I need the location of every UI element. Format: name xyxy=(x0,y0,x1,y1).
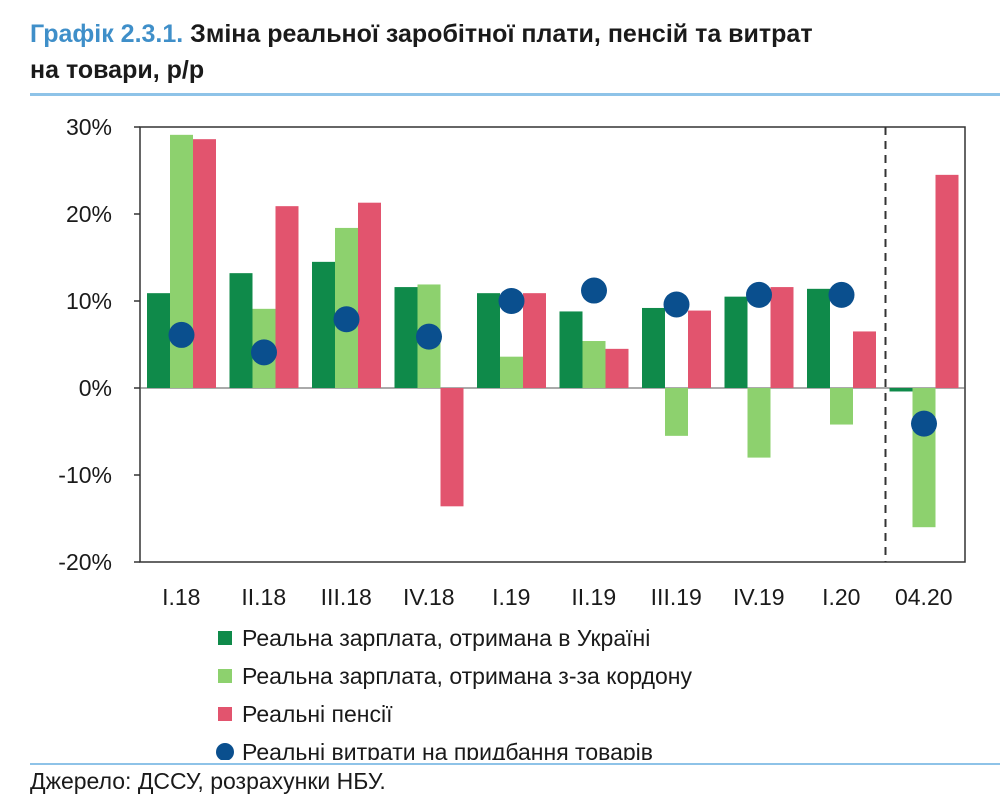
bar xyxy=(724,296,748,388)
dot-point xyxy=(251,339,277,366)
footer-divider xyxy=(30,763,1000,765)
title-line-1: Графік 2.3.1. Зміна реальної заробітної … xyxy=(30,16,990,52)
bar xyxy=(358,202,381,388)
legend-swatch xyxy=(218,631,232,645)
bar xyxy=(523,293,546,388)
bar xyxy=(605,348,629,388)
dot-point xyxy=(416,323,442,350)
x-tick-label: I.18 xyxy=(162,584,200,610)
bar xyxy=(830,388,853,425)
dot-point xyxy=(746,281,772,308)
bar-chart: 30% 20% 10% 0% -10% -20% I.18 II.18 III.18 IV.18 I… xyxy=(58,114,966,760)
dot-point xyxy=(911,410,937,437)
x-tick-label: I.19 xyxy=(492,584,530,610)
bar xyxy=(500,356,523,388)
title-line-2: на товари, р/р xyxy=(30,56,205,84)
bar xyxy=(582,341,606,388)
y-tick-label: 30% xyxy=(66,114,112,140)
bar xyxy=(889,388,913,392)
title-divider xyxy=(30,93,1000,96)
bar xyxy=(440,388,464,507)
bar xyxy=(275,206,299,388)
bar xyxy=(312,261,335,388)
dot-point xyxy=(333,306,360,333)
legend-marker xyxy=(216,743,234,760)
x-tick-label: IV.19 xyxy=(733,584,785,610)
dot-point xyxy=(581,277,607,304)
bar xyxy=(559,311,583,388)
y-tick-label: 0% xyxy=(79,375,112,401)
legend-label: Реальна зарплата, отримана з-за кордону xyxy=(242,663,693,689)
x-tick-label: II.18 xyxy=(241,584,286,610)
y-tick-label: 10% xyxy=(66,288,112,314)
x-tick-label: III.19 xyxy=(651,584,702,610)
bar xyxy=(935,174,959,388)
bar xyxy=(147,293,170,388)
legend-label: Реальна зарплата, отримана в Україні xyxy=(242,625,650,651)
dot-point xyxy=(828,281,855,308)
y-tick-label: -10% xyxy=(58,462,112,488)
x-tick-label: II.19 xyxy=(571,584,616,610)
bar xyxy=(747,388,771,458)
bar xyxy=(193,139,216,388)
legend-label: Реальні витрати на придбання товарів xyxy=(242,739,653,760)
bar xyxy=(665,388,688,436)
bar xyxy=(477,293,500,388)
bar xyxy=(229,273,253,388)
bar xyxy=(770,287,794,388)
bar xyxy=(394,287,418,388)
bar xyxy=(642,307,665,388)
legend-swatch xyxy=(218,669,232,683)
dot-point xyxy=(498,288,525,314)
y-tick-label: -20% xyxy=(58,549,112,575)
bar xyxy=(912,388,936,528)
x-tick-label: I.20 xyxy=(822,584,860,610)
title-text-1: Зміна реальної заробітної плати, пенсій … xyxy=(183,20,813,48)
y-tick-label: 20% xyxy=(66,201,112,227)
chart-title: Графік 2.3.1. Зміна реальної заробітної … xyxy=(30,16,990,88)
bar xyxy=(170,134,193,388)
legend-swatch xyxy=(218,707,232,721)
x-tick-label: 04.20 xyxy=(895,584,953,610)
plot-frame xyxy=(139,126,966,563)
bar xyxy=(853,331,876,388)
bar xyxy=(688,310,711,388)
legend-label: Реальні пенсії xyxy=(242,701,393,727)
source-note: Джерело: ДССУ, розрахунки НБУ. xyxy=(30,768,386,794)
bar xyxy=(807,288,830,388)
x-tick-label: IV.18 xyxy=(403,584,455,610)
x-tick-label: III.18 xyxy=(321,584,372,610)
dot-point xyxy=(168,321,195,348)
dot-point xyxy=(663,291,690,318)
title-prefix: Графік 2.3.1. xyxy=(30,20,184,48)
